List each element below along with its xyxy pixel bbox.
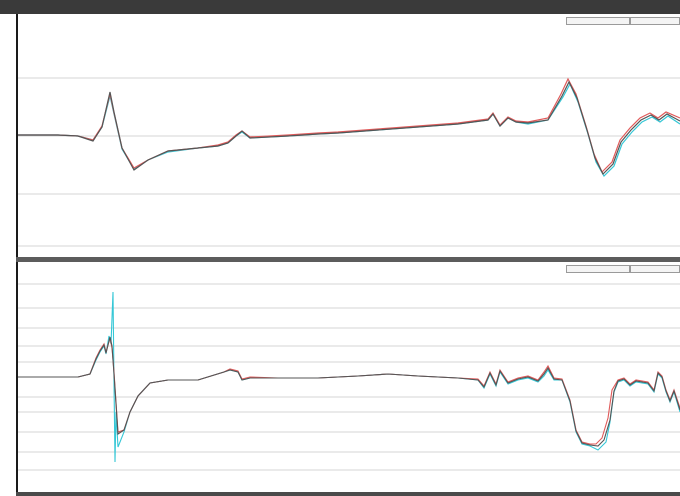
bottom-plot-canvas[interactable] — [18, 262, 680, 492]
top-signal-pane[interactable] — [18, 14, 680, 259]
bottom-frame-rule — [16, 492, 680, 496]
pane-splitter-handle[interactable] — [16, 257, 680, 262]
top-grid — [18, 77, 680, 247]
top-plot-canvas[interactable] — [18, 14, 680, 259]
bottom-signal-pane[interactable] — [18, 262, 680, 492]
window-top-bar — [0, 0, 680, 14]
left-frame-rule — [16, 14, 18, 496]
left-margin — [0, 14, 16, 496]
top-legend-box-1[interactable] — [566, 17, 630, 25]
bottom-trace-dark — [18, 336, 680, 447]
top-trace-dark — [18, 80, 680, 176]
bottom-grid — [18, 283, 680, 471]
bottom-legend-box-1[interactable] — [566, 265, 630, 273]
